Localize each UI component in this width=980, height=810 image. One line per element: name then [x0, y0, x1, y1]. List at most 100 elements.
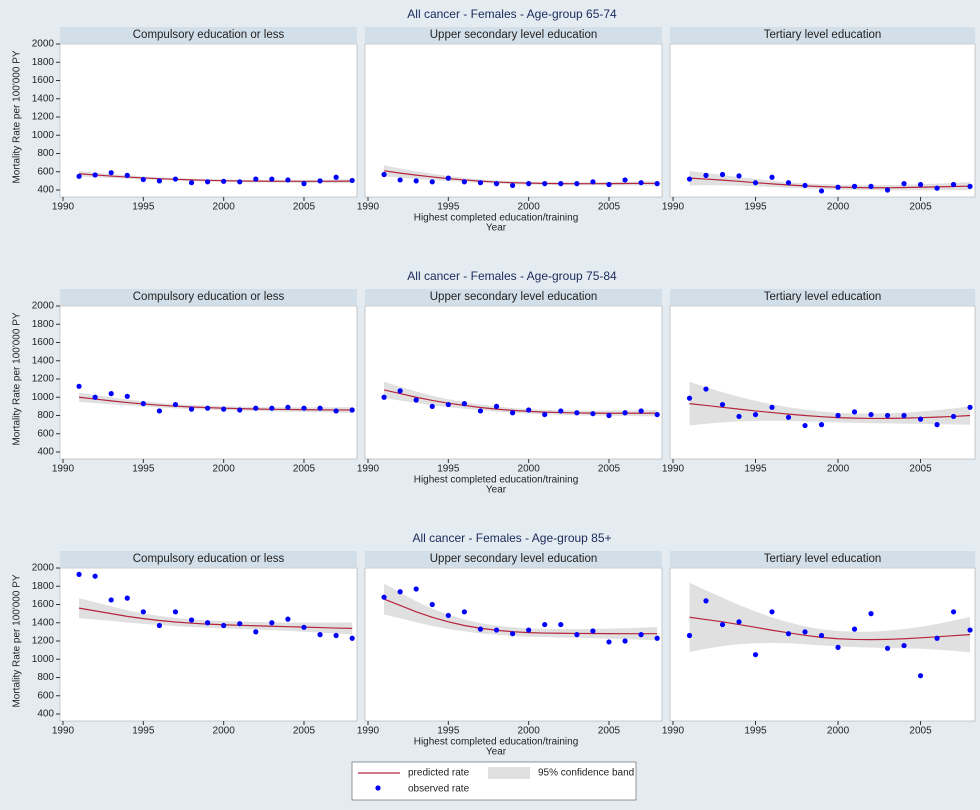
x-axis-label: Highest completed education/training	[414, 737, 579, 748]
y-tick-label: 1400	[32, 93, 55, 104]
plot-area	[59, 305, 358, 460]
observed-point	[381, 394, 387, 400]
observed-point	[967, 404, 973, 410]
y-tick-label: 600	[37, 690, 54, 701]
observed-point	[429, 179, 435, 185]
observed-point	[140, 401, 146, 407]
x-tick-label: 1995	[132, 726, 155, 737]
observed-point	[445, 401, 451, 408]
x-tick-label: 2000	[518, 202, 541, 213]
legend-label: observed rate	[408, 784, 470, 795]
observed-point	[785, 631, 792, 637]
observed-point	[461, 609, 467, 615]
observed-point	[461, 179, 467, 185]
observed-point	[818, 632, 825, 639]
observed-point	[686, 176, 693, 182]
observed-point	[967, 183, 973, 189]
observed-point	[950, 181, 957, 188]
observed-point	[237, 179, 243, 185]
x-tick-label: 2005	[598, 464, 621, 475]
observed-point	[917, 181, 924, 188]
observed-point	[542, 621, 548, 628]
observed-point	[204, 620, 211, 626]
x-tick-label: 1990	[52, 202, 75, 213]
predicted-line	[383, 598, 658, 635]
observed-point	[934, 185, 940, 191]
observed-point	[736, 173, 742, 179]
x-tick-label: 1990	[662, 202, 685, 213]
observed-point	[703, 386, 709, 392]
predicted-line	[79, 173, 353, 182]
confidence-band	[384, 583, 658, 641]
observed-point	[188, 617, 195, 623]
observed-point	[818, 188, 825, 194]
observed-point	[769, 404, 775, 410]
observed-point	[285, 616, 291, 622]
x-tick-label: 2000	[827, 202, 850, 213]
observed-point	[253, 629, 259, 635]
panel-strip	[365, 27, 662, 43]
y-tick-label: 2000	[32, 563, 55, 574]
x-tick-label: 1990	[357, 464, 380, 475]
observed-point	[509, 410, 516, 416]
observed-point	[397, 388, 403, 394]
y-tick-label: 1200	[32, 374, 55, 385]
x-tick-label: 1990	[357, 726, 380, 737]
observed-point	[156, 178, 162, 184]
observed-point	[92, 172, 98, 178]
observed-point	[108, 391, 114, 397]
x-tick-label: 1995	[437, 464, 460, 475]
observed-point	[221, 178, 227, 184]
observed-point	[188, 180, 195, 186]
panel-strip	[670, 551, 975, 567]
observed-point	[301, 624, 307, 630]
observed-point	[785, 180, 792, 186]
y-tick-label: 1200	[32, 636, 55, 647]
observed-point	[835, 644, 841, 650]
confidence-band	[384, 165, 658, 186]
observed-point	[719, 621, 726, 628]
x-tick-label: 2005	[598, 202, 621, 213]
y-tick-label: 1000	[32, 392, 55, 403]
y-axis-label: Mortality Rate per 100'000 PY	[12, 50, 23, 183]
x-tick-label: 2005	[909, 464, 932, 475]
panel-title: Upper secondary level education	[430, 29, 598, 41]
observed-point	[736, 619, 742, 625]
observed-point	[542, 411, 548, 418]
panel-strip	[60, 551, 357, 567]
observed-point	[558, 181, 564, 187]
panel-strip	[670, 27, 975, 43]
plot-area	[669, 43, 976, 198]
observed-point	[221, 406, 227, 412]
y-tick-label: 1800	[32, 319, 55, 330]
observed-point	[835, 184, 841, 190]
observed-point	[526, 627, 532, 633]
x-tick-label: 2000	[827, 464, 850, 475]
observed-point	[818, 422, 825, 428]
observed-point	[285, 404, 291, 410]
y-tick-label: 600	[37, 166, 54, 177]
observed-point	[686, 632, 693, 639]
observed-point	[92, 394, 98, 400]
legend-dot	[375, 785, 381, 791]
x-axis-label: Highest completed education/training	[414, 213, 579, 224]
x-tick-label: 1995	[437, 202, 460, 213]
row-title: All cancer - Females - Age-group 65-74	[407, 7, 617, 21]
observed-point	[349, 635, 355, 641]
observed-point	[574, 410, 580, 416]
y-tick-label: 400	[37, 447, 54, 458]
observed-point	[884, 187, 891, 193]
panel-title: Tertiary level education	[764, 29, 882, 41]
observed-point	[317, 632, 323, 638]
observed-point	[381, 594, 387, 600]
observed-point	[901, 181, 907, 187]
observed-point	[703, 172, 709, 178]
x-tick-label: 1995	[437, 726, 460, 737]
y-tick-label: 1000	[32, 130, 55, 141]
observed-point	[606, 412, 612, 419]
observed-point	[606, 181, 612, 188]
observed-point	[413, 178, 419, 184]
observed-point	[429, 403, 435, 409]
observed-point	[917, 673, 924, 679]
y-tick-label: 1600	[32, 337, 55, 348]
